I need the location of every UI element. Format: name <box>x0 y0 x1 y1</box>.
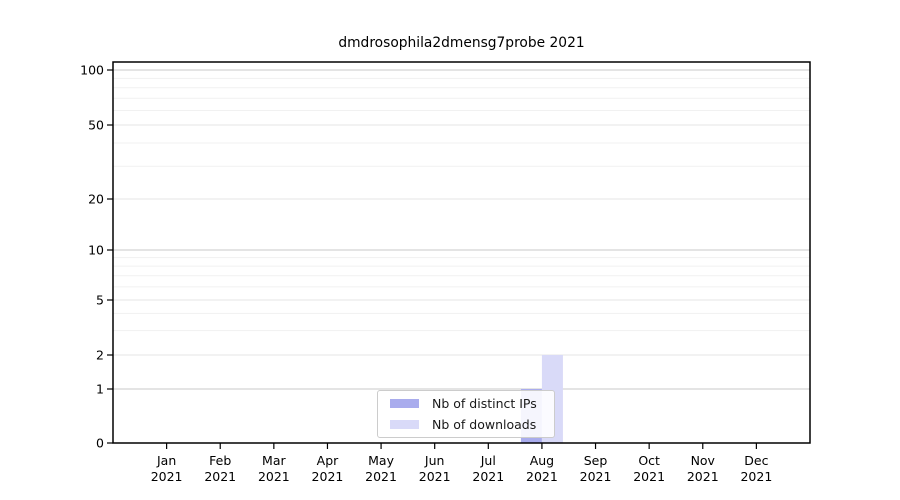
x-tick-label: Jan 2021 <box>151 453 183 484</box>
legend-item-downloads: Nb of downloads <box>390 416 546 433</box>
y-tick-label: 20 <box>88 191 104 206</box>
chart-title: dmdrosophila2dmensg7probe 2021 <box>338 35 585 51</box>
x-tick-label: Nov 2021 <box>687 453 719 484</box>
x-tick-label: Feb 2021 <box>204 453 236 484</box>
x-tick-label: Mar 2021 <box>258 453 290 484</box>
y-tick-label: 2 <box>96 347 104 362</box>
y-tick-label: 1 <box>96 381 104 396</box>
x-tick-label: Sep 2021 <box>580 453 612 484</box>
legend: Nb of distinct IPs Nb of downloads <box>377 390 555 438</box>
y-tick-label: 0 <box>96 435 104 450</box>
y-tick-label: 10 <box>88 242 104 257</box>
x-tick-label: Oct 2021 <box>633 453 665 484</box>
y-tick-label: 5 <box>96 292 104 307</box>
y-tick-label: 100 <box>80 62 104 77</box>
legend-swatch-distinct-ips <box>390 399 419 408</box>
legend-item-distinct-ips: Nb of distinct IPs <box>390 395 546 412</box>
x-tick-label: Jun 2021 <box>419 453 451 484</box>
y-tick-label: 50 <box>88 117 104 132</box>
legend-swatch-downloads <box>390 420 419 429</box>
x-tick-label: Jul 2021 <box>472 453 504 484</box>
axes-spines <box>112 61 811 444</box>
legend-label-distinct-ips: Nb of distinct IPs <box>432 396 537 411</box>
x-tick-label: May 2021 <box>365 453 397 484</box>
x-tick-label: Aug 2021 <box>526 453 558 484</box>
x-tick-label: Apr 2021 <box>312 453 344 484</box>
x-tick-label: Dec 2021 <box>740 453 772 484</box>
legend-label-downloads: Nb of downloads <box>432 417 537 432</box>
